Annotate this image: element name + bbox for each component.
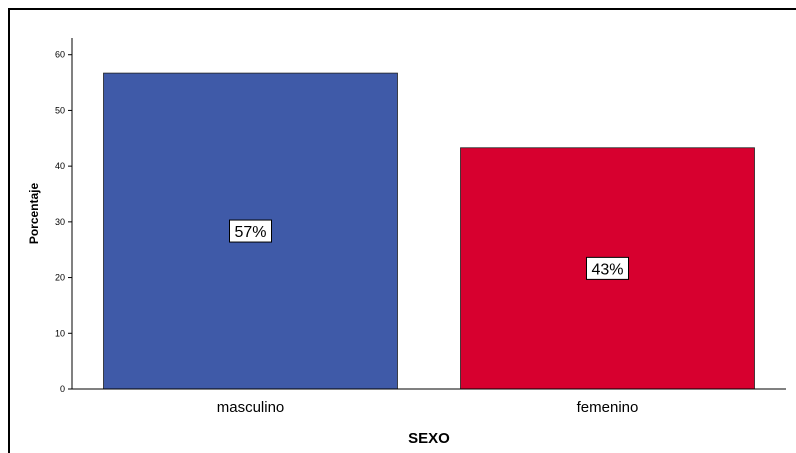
y-tick-label: 50 bbox=[55, 105, 65, 115]
y-axis: 0 10 20 30 40 50 60 bbox=[55, 38, 73, 394]
x-axis: masculino femenino bbox=[72, 388, 786, 416]
y-tick-label: 40 bbox=[55, 161, 65, 171]
y-tick-label: 10 bbox=[55, 328, 65, 338]
y-tick-label: 30 bbox=[55, 217, 65, 227]
data-label-box bbox=[586, 256, 629, 280]
x-tick-label: femenino bbox=[577, 399, 639, 416]
bars: 57% 43% bbox=[103, 72, 755, 390]
data-label: 57% bbox=[234, 224, 266, 241]
data-label: 43% bbox=[591, 261, 623, 278]
y-tick-label: 60 bbox=[55, 50, 65, 60]
x-axis-label: SEXO bbox=[408, 430, 450, 447]
y-axis-label: Porcentaje bbox=[27, 182, 41, 244]
y-tick-label: 20 bbox=[55, 273, 65, 283]
chart-frame bbox=[8, 8, 796, 453]
x-tick-label: masculino bbox=[217, 399, 285, 416]
y-tick-label: 0 bbox=[60, 384, 65, 394]
data-label-box bbox=[229, 219, 272, 243]
